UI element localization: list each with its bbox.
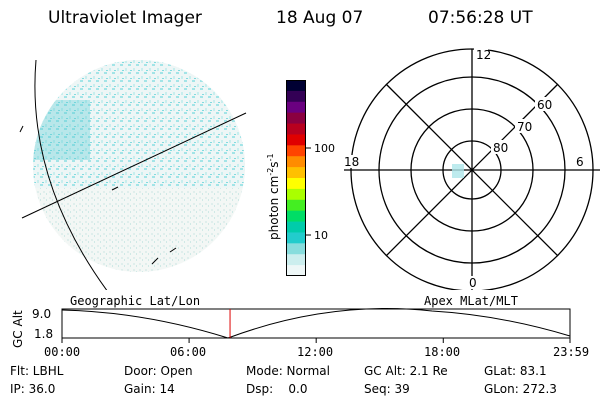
info-seq: Seq: 39 xyxy=(364,382,410,396)
mlt-label-bottom: 0 xyxy=(469,276,477,290)
info-gc-alt: GC Alt: 2.1 Re xyxy=(364,364,448,378)
timeline-xtick-4: 23:59 xyxy=(553,345,590,359)
timeline-ylabel: GC Alt xyxy=(11,310,25,348)
coastline-mark xyxy=(151,257,159,265)
orbit-altitude-curve xyxy=(61,308,571,339)
info-mode: Mode: Normal xyxy=(246,364,330,378)
unit-exp2: -1 xyxy=(266,153,275,161)
colorbar-band xyxy=(286,188,306,201)
unit-main: photon cm xyxy=(267,176,281,240)
mlt-label-right: 6 xyxy=(576,155,584,169)
timeline-xticks xyxy=(61,338,571,343)
colorbar-band xyxy=(286,199,306,212)
coastline-mark xyxy=(111,186,119,191)
time-label: 07:56:28 UT xyxy=(428,8,533,28)
colorbar-tick-100: 100 xyxy=(314,142,335,155)
colorbar-tick-10: 10 xyxy=(314,229,328,242)
colorbar-band xyxy=(286,265,306,277)
colorbar-band xyxy=(286,80,306,92)
instrument-title: Ultraviolet Imager xyxy=(48,8,202,28)
colorbar-band xyxy=(286,90,306,103)
timeline-frame xyxy=(61,308,571,339)
colorbar-band xyxy=(286,167,306,179)
colorbar-band xyxy=(286,145,306,157)
svg-text:photon cm-2s-1: photon cm-2s-1 xyxy=(266,153,281,240)
timeline-ytick-low: 1.8 xyxy=(34,327,53,341)
colorbar-band xyxy=(286,134,306,146)
colorbar-border xyxy=(286,80,306,276)
colorbar-band xyxy=(286,243,306,255)
colorbar-band xyxy=(286,232,306,244)
coastline-mark xyxy=(19,125,24,133)
colorbar-gradient xyxy=(286,80,306,277)
polar-image-patch xyxy=(452,164,464,178)
colorbar-band xyxy=(286,210,306,223)
colorbar-band xyxy=(286,254,306,266)
coastline-mark xyxy=(169,247,177,253)
info-ip: IP: 36.0 xyxy=(10,382,56,396)
uv-disk-image xyxy=(33,60,245,272)
colorbar-band xyxy=(286,178,306,190)
colorbar-axis: 100 10 xyxy=(306,142,335,242)
lat-label-80: 80 xyxy=(493,141,508,155)
info-glat: GLat: 83.1 xyxy=(484,364,547,378)
unit-mid: s xyxy=(267,161,281,167)
colorbar xyxy=(286,80,306,277)
mlt-label-left: 18 xyxy=(344,155,359,169)
longitude-line xyxy=(34,59,108,290)
colorbar-band xyxy=(286,156,306,168)
info-door: Door: Open xyxy=(124,364,193,378)
lat-label-60: 60 xyxy=(537,98,552,112)
latitude-line xyxy=(21,112,247,219)
timeline-xtick-2: 12:00 xyxy=(297,345,334,359)
timeline-xtick-1: 06:00 xyxy=(170,345,207,359)
unit-exp1: -2 xyxy=(266,168,275,176)
colorbar-band xyxy=(286,112,306,125)
geographic-caption: Geographic Lat/Lon xyxy=(70,294,201,308)
polar-plot: 12 18 6 0 60 70 80 xyxy=(342,48,600,290)
polar-axis-diagonal xyxy=(385,83,559,257)
colorbar-unit-label: photon cm-2s-1 xyxy=(266,153,281,240)
colorbar-band xyxy=(286,123,306,135)
info-gain: Gain: 14 xyxy=(124,382,175,396)
polar-caption: Apex MLat/MLT xyxy=(424,294,518,308)
date-label: 18 Aug 07 xyxy=(276,8,364,28)
geographic-image-panel xyxy=(19,59,247,290)
altitude-timeline: GC Alt 9.0 1.8 xyxy=(11,307,571,348)
timeline-xtick-0: 00:00 xyxy=(44,345,81,359)
colorbar-band xyxy=(286,221,306,233)
timeline-xtick-3: 18:00 xyxy=(424,345,461,359)
info-glon: GLon: 272.3 xyxy=(484,382,557,396)
mlt-label-top: 12 xyxy=(476,48,491,62)
info-dsp: Dsp: 0.0 xyxy=(246,382,308,396)
info-flt: Flt: LBHL xyxy=(10,364,64,378)
lat-label-70: 70 xyxy=(517,120,532,134)
timeline-ytick-high: 9.0 xyxy=(32,307,51,321)
colorbar-band xyxy=(286,101,306,114)
